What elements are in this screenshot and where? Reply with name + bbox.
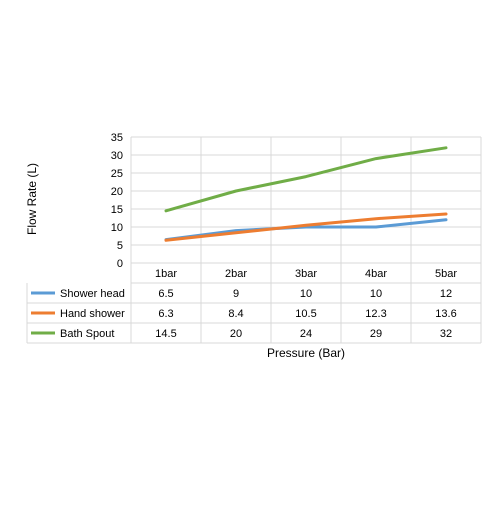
data-table-value: 13.6 [435,308,456,320]
x-tick-label: 4bar [365,268,387,280]
x-tick-label: 5bar [435,268,457,280]
x-tick-label: 2bar [225,268,247,280]
y-tick-label: 5 [117,240,123,252]
x-axis-label: Pressure (Bar) [267,346,345,360]
y-tick-label: 10 [111,222,123,234]
series-line [164,212,448,242]
data-table-value: 32 [440,328,452,340]
data-table-value: 8.4 [228,308,243,320]
data-table-value: 9 [233,288,239,300]
y-axis-label: Flow Rate (L) [25,163,39,235]
data-table-value: 10 [370,288,382,300]
series-line [164,146,448,213]
y-axis-ticks: 0 5 10 15 20 25 30 35 [111,132,123,270]
y-tick-label: 35 [111,132,123,144]
legend-label: Hand shower [60,308,125,320]
y-tick-label: 30 [111,150,123,162]
legend-label: Bath Spout [60,328,114,340]
y-tick-label: 0 [117,258,123,270]
data-table-value: 20 [230,328,242,340]
x-tick-label: 1bar [155,268,177,280]
series-lines [164,146,448,242]
y-tick-label: 15 [111,204,123,216]
grid [130,136,482,343]
data-table-value: 6.5 [158,288,173,300]
x-tick-label: 3bar [295,268,317,280]
series-line [164,218,448,242]
data-table-value: 10.5 [295,308,316,320]
data-table-value: 29 [370,328,382,340]
data-table-value: 12.3 [365,308,386,320]
data-table-value: 6.3 [158,308,173,320]
data-table-value: 24 [300,328,312,340]
data-table-value: 10 [300,288,312,300]
data-table: 1bar 2bar 3bar 4bar 5bar Shower head 6.5 9 10 10 1… [26,268,481,344]
y-tick-label: 20 [111,186,123,198]
data-table-value: 14.5 [155,328,176,340]
y-tick-label: 25 [111,168,123,180]
data-table-value: 12 [440,288,452,300]
legend-label: Shower head [60,288,125,300]
